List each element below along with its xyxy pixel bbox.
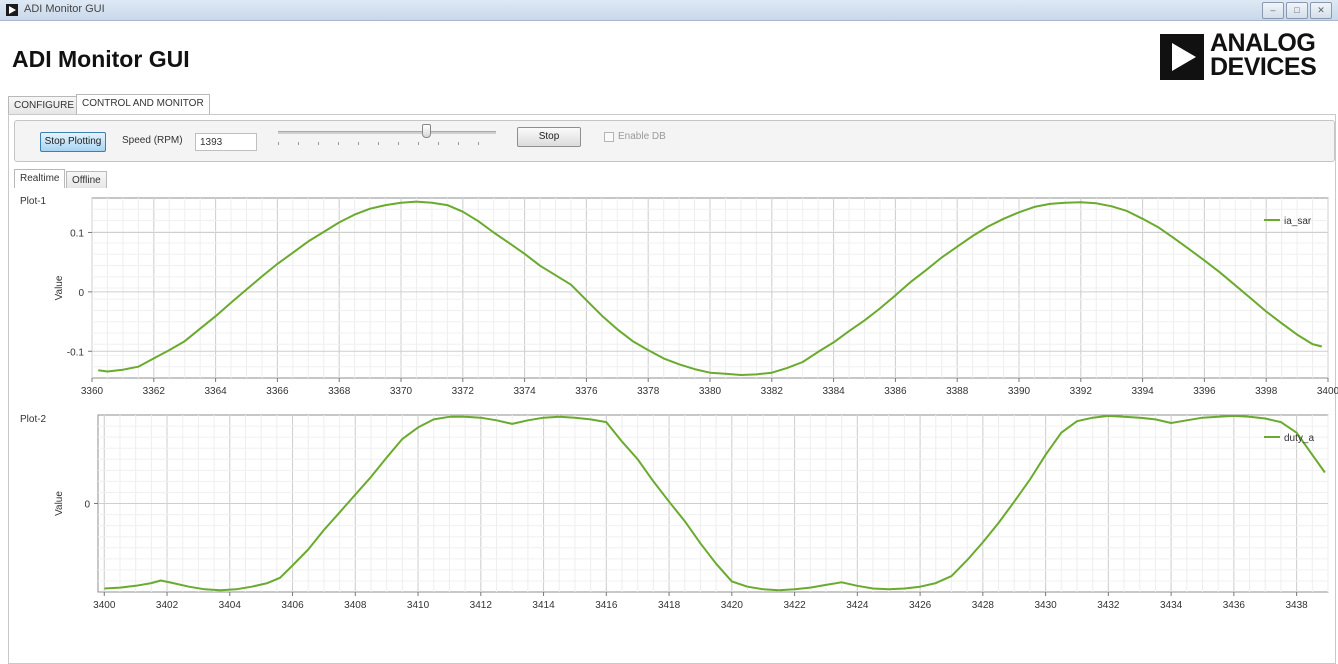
x-tick-label: 3430 — [1034, 600, 1057, 611]
y-tick-label: 0 — [84, 500, 90, 511]
x-tick-label: 3400 — [93, 600, 116, 611]
logo-text: ANALOG DEVICES — [1210, 29, 1317, 81]
maximize-button[interactable]: □ — [1286, 2, 1308, 19]
y-tick-label: 0.1 — [70, 228, 84, 239]
x-tick-label: 3400 — [1317, 386, 1338, 397]
x-tick-label: 3426 — [909, 600, 932, 611]
x-tick-label: 3382 — [761, 386, 784, 397]
x-tick-label: 3404 — [219, 600, 242, 611]
x-tick-label: 3362 — [143, 386, 166, 397]
x-tick-label: 3408 — [344, 600, 367, 611]
stop-plotting-button[interactable]: Stop Plotting — [40, 132, 106, 152]
x-tick-label: 3418 — [658, 600, 681, 611]
x-tick-label: 3394 — [1131, 386, 1154, 397]
x-tick-label: 3396 — [1193, 386, 1216, 397]
x-tick-label: 3390 — [1008, 386, 1031, 397]
y-tick-label: 0 — [78, 288, 84, 299]
tab-control-and-monitor[interactable]: CONTROL AND MONITOR — [76, 94, 210, 114]
x-tick-label: 3392 — [1070, 386, 1093, 397]
analog-devices-logo: ANALOG DEVICES — [1160, 30, 1330, 86]
speed-label: Speed (RPM) — [122, 135, 183, 146]
x-tick-label: 3414 — [532, 600, 555, 611]
x-tick-label: 3406 — [281, 600, 304, 611]
logo-triangle-icon — [1160, 34, 1204, 80]
x-tick-label: 3374 — [513, 386, 536, 397]
x-tick-label: 3388 — [946, 386, 969, 397]
plot-2-chart: 3400 3402 3404 3406 3408 3410 3412 3414 3416 3418… — [54, 414, 1329, 611]
y-tick-label: -0.1 — [67, 347, 85, 358]
window-titlebar: ADI Monitor GUI – □ ✕ — [0, 0, 1338, 21]
control-bar — [14, 120, 1335, 162]
minimize-button[interactable]: – — [1262, 2, 1284, 19]
legend-label: duty_a — [1284, 433, 1314, 444]
x-tick-label: 3398 — [1255, 386, 1278, 397]
logo-line-2: DEVICES — [1210, 53, 1317, 81]
x-tick-label: 3380 — [699, 386, 722, 397]
y-axis-label: Value — [54, 491, 65, 516]
window-title: ADI Monitor GUI — [24, 3, 105, 15]
x-tick-label: 3412 — [470, 600, 493, 611]
x-tick-label: 3410 — [407, 600, 430, 611]
series-line-ia_sar — [98, 200, 1323, 376]
x-tick-label: 3422 — [783, 600, 806, 611]
x-tick-label: 3402 — [156, 600, 179, 611]
window-controls: – □ ✕ — [1262, 2, 1332, 19]
legend-label: ia_sar — [1284, 216, 1312, 227]
x-tick-label: 3366 — [266, 386, 289, 397]
x-tick-label: 3378 — [637, 386, 660, 397]
plot-1-chart: 3360 3362 3364 3366 3368 3370 3372 3374 3376 3378… — [54, 197, 1338, 397]
x-tick-label: 3438 — [1285, 600, 1308, 611]
tab-realtime[interactable]: Realtime — [14, 169, 66, 188]
x-tick-label: 3376 — [575, 386, 598, 397]
logo-line-1: ANALOG — [1210, 29, 1316, 57]
x-tick-label: 3368 — [328, 386, 351, 397]
speed-input[interactable]: 1393 — [195, 133, 257, 151]
tab-offline[interactable]: Offline — [66, 171, 107, 188]
x-tick-label: 3364 — [204, 386, 227, 397]
app-window-icon — [6, 4, 18, 16]
x-tick-label: 3436 — [1223, 600, 1246, 611]
x-tick-label: 3432 — [1097, 600, 1120, 611]
app-title: ADI Monitor GUI — [12, 46, 190, 72]
plot-1-title: Plot-1 — [20, 196, 47, 207]
y-axis-label: Value — [54, 275, 65, 300]
x-tick-label: 3372 — [452, 386, 475, 397]
x-tick-label: 3428 — [972, 600, 995, 611]
series-line-duty_a — [104, 414, 1326, 592]
speed-slider-thumb[interactable] — [422, 124, 432, 138]
close-button[interactable]: ✕ — [1310, 2, 1332, 19]
x-tick-label: 3386 — [884, 386, 907, 397]
x-tick-label: 3424 — [846, 600, 869, 611]
x-tick-label: 3384 — [822, 386, 845, 397]
plot-2-title: Plot-2 — [20, 414, 47, 425]
x-tick-label: 3420 — [721, 600, 744, 611]
x-tick-label: 3370 — [390, 386, 413, 397]
speed-slider-ticks — [278, 142, 496, 145]
enable-db-checkbox[interactable] — [604, 132, 614, 142]
x-tick-label: 3360 — [81, 386, 104, 397]
stop-button[interactable]: Stop — [517, 127, 581, 147]
x-tick-label: 3416 — [595, 600, 618, 611]
enable-db-label: Enable DB — [618, 131, 666, 142]
x-tick-label: 3434 — [1160, 600, 1183, 611]
speed-slider-track[interactable] — [278, 131, 496, 134]
